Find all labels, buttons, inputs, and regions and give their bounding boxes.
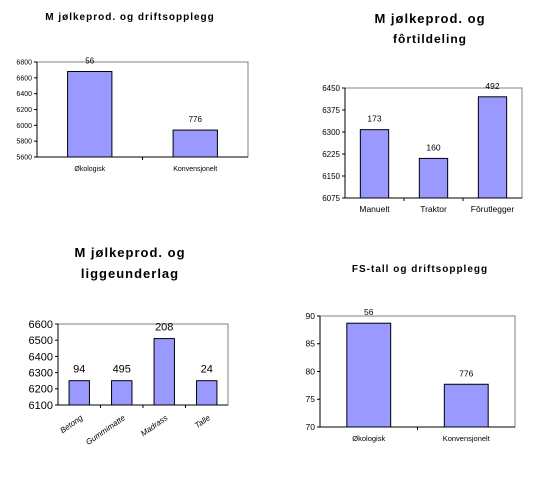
bar bbox=[153, 338, 175, 406]
y-tick-label: 5800 bbox=[16, 139, 32, 146]
y-tick-label: 6300 bbox=[29, 367, 53, 379]
y-tick-label: 75 bbox=[306, 394, 316, 404]
category-label: Konvensjonelt bbox=[173, 166, 217, 173]
data-label: 208 bbox=[155, 322, 173, 334]
y-tick-label: 6800 bbox=[16, 59, 32, 66]
y-tick-label: 5600 bbox=[16, 154, 32, 161]
bar bbox=[359, 129, 390, 199]
category-label: Fôrutlegger bbox=[471, 204, 515, 214]
y-tick-label: 90 bbox=[306, 311, 316, 321]
y-tick-label: 80 bbox=[306, 366, 316, 376]
y-tick-label: 6225 bbox=[322, 150, 340, 159]
bar bbox=[443, 383, 489, 428]
chart3-title-line1: M jølkeprod. og bbox=[74, 245, 186, 260]
chart1-title: M jølkeprod. og driftsopplegg bbox=[45, 12, 215, 23]
data-label: 24 bbox=[201, 364, 213, 376]
bar bbox=[196, 380, 218, 406]
data-label: 56 bbox=[364, 307, 374, 317]
bar bbox=[111, 380, 133, 406]
chart2-title-line1: M jølkeprod. og bbox=[374, 11, 486, 26]
bar bbox=[68, 380, 90, 406]
y-tick-label: 6200 bbox=[16, 107, 32, 114]
chart2-title-line2: fôrtildeling bbox=[393, 32, 467, 46]
bar bbox=[172, 129, 218, 158]
y-tick-label: 6400 bbox=[16, 91, 32, 98]
bar bbox=[477, 96, 508, 199]
data-label: 160 bbox=[426, 142, 440, 152]
y-tick-label: 6075 bbox=[322, 194, 340, 203]
y-tick-label: 6375 bbox=[322, 106, 340, 115]
chart4-title: FS-tall og driftsopplegg bbox=[351, 264, 489, 275]
data-label: 94 bbox=[73, 364, 85, 376]
category-label: Konvensjonelt bbox=[443, 434, 491, 443]
data-label: 495 bbox=[113, 364, 131, 376]
y-tick-label: 85 bbox=[306, 339, 316, 349]
y-tick-label: 6400 bbox=[29, 351, 53, 363]
data-label: 776 bbox=[189, 115, 203, 124]
data-label: 776 bbox=[459, 368, 473, 378]
bar bbox=[67, 71, 113, 158]
category-label: Traktor bbox=[420, 204, 447, 214]
y-tick-label: 6450 bbox=[322, 84, 340, 93]
category-label: Økologisk bbox=[352, 434, 385, 443]
bar bbox=[418, 157, 449, 199]
y-tick-label: 6300 bbox=[322, 128, 340, 137]
y-tick-label: 70 bbox=[306, 422, 316, 432]
y-tick-label: 6100 bbox=[29, 400, 53, 412]
y-tick-label: 6200 bbox=[29, 384, 53, 396]
y-tick-label: 6000 bbox=[16, 123, 32, 130]
y-tick-label: 6150 bbox=[322, 172, 340, 181]
y-tick-label: 6600 bbox=[16, 75, 32, 82]
chart3-title-line2: liggeunderlag bbox=[80, 266, 180, 281]
data-label: 56 bbox=[85, 57, 94, 66]
data-label: 492 bbox=[485, 81, 499, 91]
category-label: Økologisk bbox=[74, 166, 105, 173]
category-label: Manuelt bbox=[359, 204, 390, 214]
y-tick-label: 6500 bbox=[29, 335, 53, 347]
bar bbox=[346, 322, 392, 428]
data-label: 173 bbox=[367, 114, 381, 124]
y-tick-label: 6600 bbox=[29, 319, 53, 331]
